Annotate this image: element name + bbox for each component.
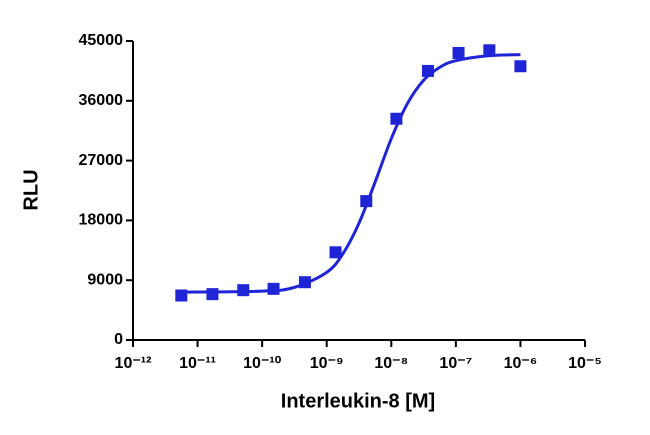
data-point — [329, 246, 342, 259]
data-point — [175, 289, 188, 302]
data-point — [390, 112, 403, 125]
x-tick-label: 10⁻¹¹ — [179, 355, 216, 372]
data-point — [298, 276, 311, 289]
data-point — [421, 64, 434, 77]
y-tick-label: 18000 — [79, 212, 124, 229]
fit-curve — [181, 53, 521, 294]
x-axis-title: Interleukin-8 [M] — [281, 390, 435, 412]
x-tick-label: 10⁻⁷ — [439, 355, 472, 372]
data-point — [206, 288, 219, 301]
data-point — [514, 60, 527, 73]
x-tick-label: 10⁻⁸ — [374, 355, 408, 372]
y-tick-label: 0 — [114, 331, 123, 348]
y-tick-label: 9000 — [87, 271, 123, 288]
data-point — [483, 44, 496, 57]
y-axis-title: RLU — [20, 169, 42, 210]
x-tick-label: 10⁻⁹ — [310, 355, 344, 372]
data-point — [360, 195, 373, 208]
data-point — [267, 282, 280, 295]
x-tick-label: 10⁻¹² — [115, 355, 152, 372]
data-point — [237, 284, 250, 297]
y-tick-label: 45000 — [79, 32, 124, 49]
x-tick-label: 10⁻⁵ — [568, 355, 602, 372]
y-tick-label: 27000 — [79, 152, 124, 169]
x-tick-label: 10⁻⁶ — [504, 355, 538, 372]
data-point — [452, 46, 465, 59]
x-tick-label: 10⁻¹⁰ — [243, 355, 282, 372]
y-tick-label: 36000 — [79, 92, 124, 109]
